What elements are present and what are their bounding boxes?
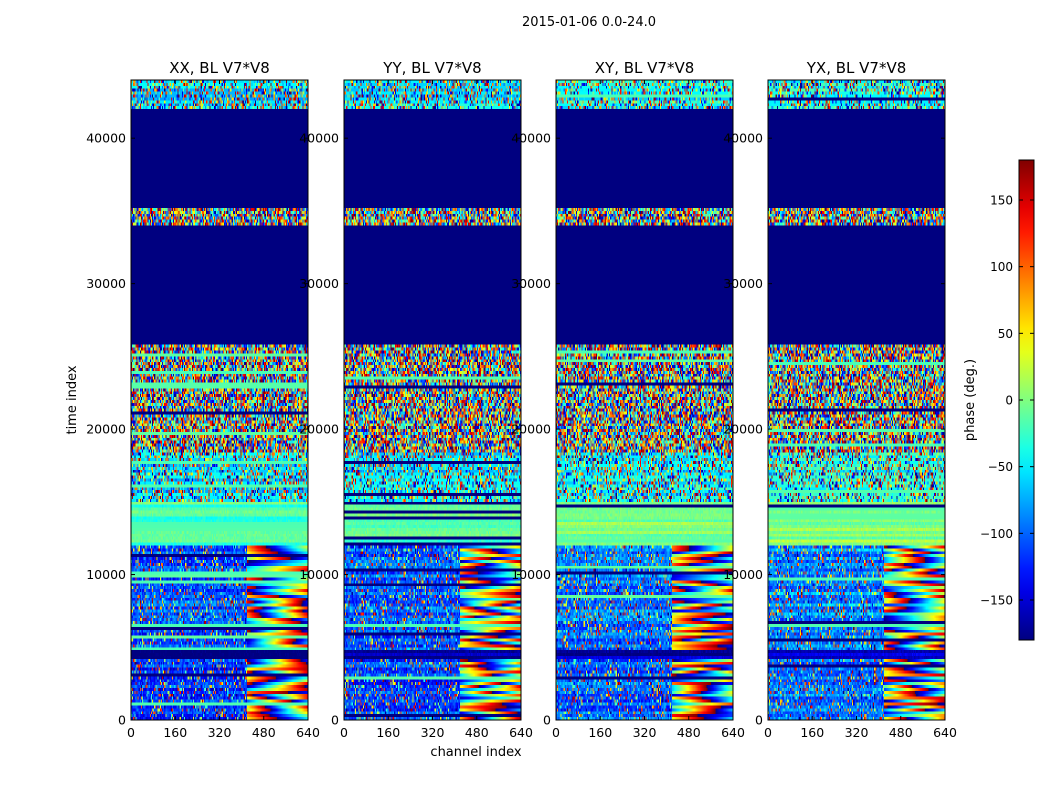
y-tick-label: 20000 xyxy=(86,422,126,437)
y-tick-label: 10000 xyxy=(511,567,551,582)
colorbar-label: phase (deg.) xyxy=(963,359,978,441)
x-tick-label: 0 xyxy=(340,725,348,740)
x-tick-label: 320 xyxy=(421,725,445,740)
x-axis-label: channel index xyxy=(430,745,521,760)
y-tick-label: 30000 xyxy=(723,276,763,291)
panel-xx: XX, BL V7*V8 0 160 320 480 640 0 10000 20000 3000… xyxy=(86,59,320,740)
y-tick-label: 0 xyxy=(755,713,763,728)
y-tick-label: 10000 xyxy=(299,567,339,582)
x-tick-label: 160 xyxy=(376,725,400,740)
colorbar-tick-label: −100 xyxy=(980,527,1013,541)
colorbar-tick-label: 100 xyxy=(990,260,1013,274)
colorbar-tick-label: 150 xyxy=(990,194,1013,208)
heatmap-image-yx xyxy=(768,80,945,720)
x-tick-label: 480 xyxy=(252,725,276,740)
colorbar: −150 −100 −50 0 50 100 150 xyxy=(980,159,1035,641)
x-tick-label: 480 xyxy=(677,725,701,740)
panel-title: YY, BL V7*V8 xyxy=(382,59,481,77)
x-tick-label: 160 xyxy=(588,725,612,740)
x-tick-label: 640 xyxy=(933,725,957,740)
panel-yx: YX, BL V7*V8 0 160 320 480 640 0 10000 20000 3000… xyxy=(723,59,957,740)
y-tick-label: 10000 xyxy=(723,567,763,582)
x-tick-label: 320 xyxy=(845,725,869,740)
x-tick-label: 640 xyxy=(296,725,320,740)
y-tick-label: 40000 xyxy=(511,131,551,146)
y-tick-label: 40000 xyxy=(299,131,339,146)
heatmap-image-xx xyxy=(131,80,308,720)
x-tick-label: 320 xyxy=(633,725,657,740)
x-tick-label: 0 xyxy=(764,725,772,740)
y-tick-label: 30000 xyxy=(299,276,339,291)
y-tick-label: 30000 xyxy=(511,276,551,291)
x-tick-label: 640 xyxy=(509,725,533,740)
colorbar-tick-label: −150 xyxy=(980,594,1013,608)
x-tick-label: 320 xyxy=(208,725,232,740)
y-tick-label: 20000 xyxy=(723,422,763,437)
figure-suptitle: 2015-01-06 0.0-24.0 xyxy=(522,15,656,30)
y-tick-label: 0 xyxy=(331,713,339,728)
x-tick-label: 640 xyxy=(721,725,745,740)
y-tick-label: 20000 xyxy=(299,422,339,437)
colorbar-tick-label: −50 xyxy=(988,460,1013,474)
panel-title: YX, BL V7*V8 xyxy=(806,59,907,77)
y-tick-label: 0 xyxy=(543,713,551,728)
colorbar-tick-label: 0 xyxy=(1005,394,1013,408)
x-tick-label: 0 xyxy=(552,725,560,740)
y-tick-label: 20000 xyxy=(511,422,551,437)
y-tick-label: 40000 xyxy=(723,131,763,146)
y-tick-label: 0 xyxy=(118,713,126,728)
x-tick-label: 0 xyxy=(127,725,135,740)
panels-group: XX, BL V7*V8 0 160 320 480 640 0 10000 20000 3000… xyxy=(86,59,957,740)
y-axis-label: time index xyxy=(65,365,80,434)
y-tick-label: 40000 xyxy=(86,131,126,146)
panel-title: XX, BL V7*V8 xyxy=(169,59,270,77)
x-tick-label: 160 xyxy=(163,725,187,740)
panel-xy: XY, BL V7*V8 0 160 320 480 640 0 10000 20000 3000… xyxy=(511,59,745,740)
x-tick-label: 480 xyxy=(889,725,913,740)
x-tick-label: 480 xyxy=(465,725,489,740)
colorbar-tick-label: 50 xyxy=(998,327,1013,341)
panel-title: XY, BL V7*V8 xyxy=(595,59,695,77)
panel-yy: YY, BL V7*V8 0 160 320 480 640 0 10000 20000 3000… xyxy=(299,59,533,740)
x-tick-label: 160 xyxy=(800,725,824,740)
y-tick-label: 10000 xyxy=(86,567,126,582)
y-tick-label: 30000 xyxy=(86,276,126,291)
heatmap-image-xy xyxy=(556,80,733,720)
heatmap-image-yy xyxy=(344,80,521,720)
